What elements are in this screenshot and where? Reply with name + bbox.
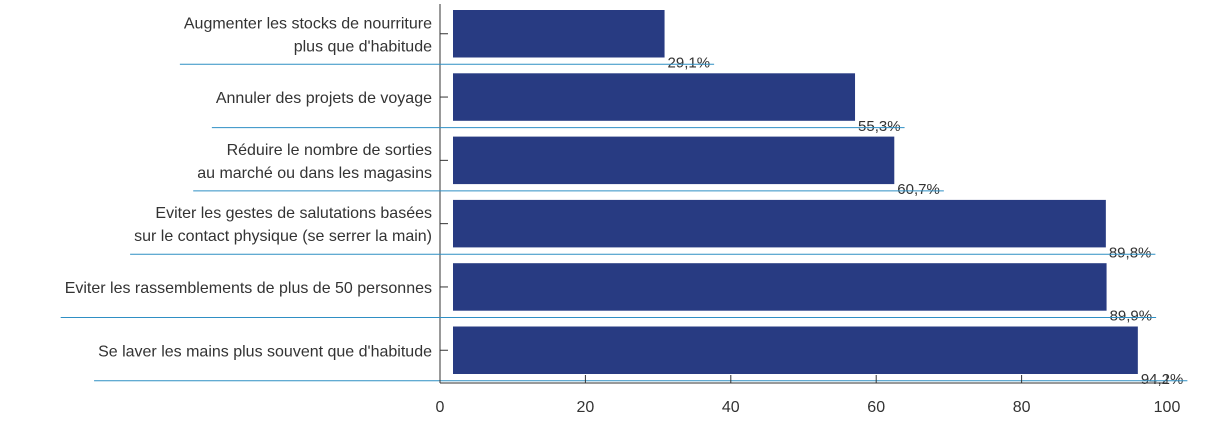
x-tick-label: 60 (867, 399, 885, 416)
bar (453, 326, 1138, 374)
bar (453, 263, 1107, 311)
x-tick-label: 80 (1013, 399, 1031, 416)
category-label: Eviter les gestes de salutations basées (155, 205, 432, 222)
x-tick-label: 0 (436, 399, 445, 416)
value-label: 29,1% (668, 55, 711, 72)
value-label: 89,8% (1109, 244, 1152, 261)
x-tick-label: 20 (577, 399, 595, 416)
bar (453, 73, 856, 121)
category-label: Eviter les rassemblements de plus de 50 … (65, 280, 432, 297)
value-label: 60,7% (897, 181, 940, 198)
category-label: au marché ou dans les magasins (197, 165, 432, 182)
bar (453, 10, 665, 58)
value-label: 55,3% (858, 118, 901, 135)
x-tick-label: 40 (722, 399, 740, 416)
category-label: Réduire le nombre de sorties (227, 142, 432, 159)
category-label: plus que d'habitude (294, 38, 432, 55)
x-tick-label: 100 (1154, 399, 1181, 416)
category-label: Annuler des projets de voyage (216, 90, 432, 107)
category-label: sur le contact physique (se serrer la ma… (134, 228, 432, 245)
value-label: 89,9% (1110, 308, 1153, 325)
bar (453, 199, 1106, 248)
bar (453, 136, 895, 185)
value-label: 94,2% (1141, 371, 1184, 388)
category-label: Augmenter les stocks de nourriture (184, 15, 432, 32)
category-label: Se laver les mains plus souvent que d'ha… (98, 343, 432, 360)
